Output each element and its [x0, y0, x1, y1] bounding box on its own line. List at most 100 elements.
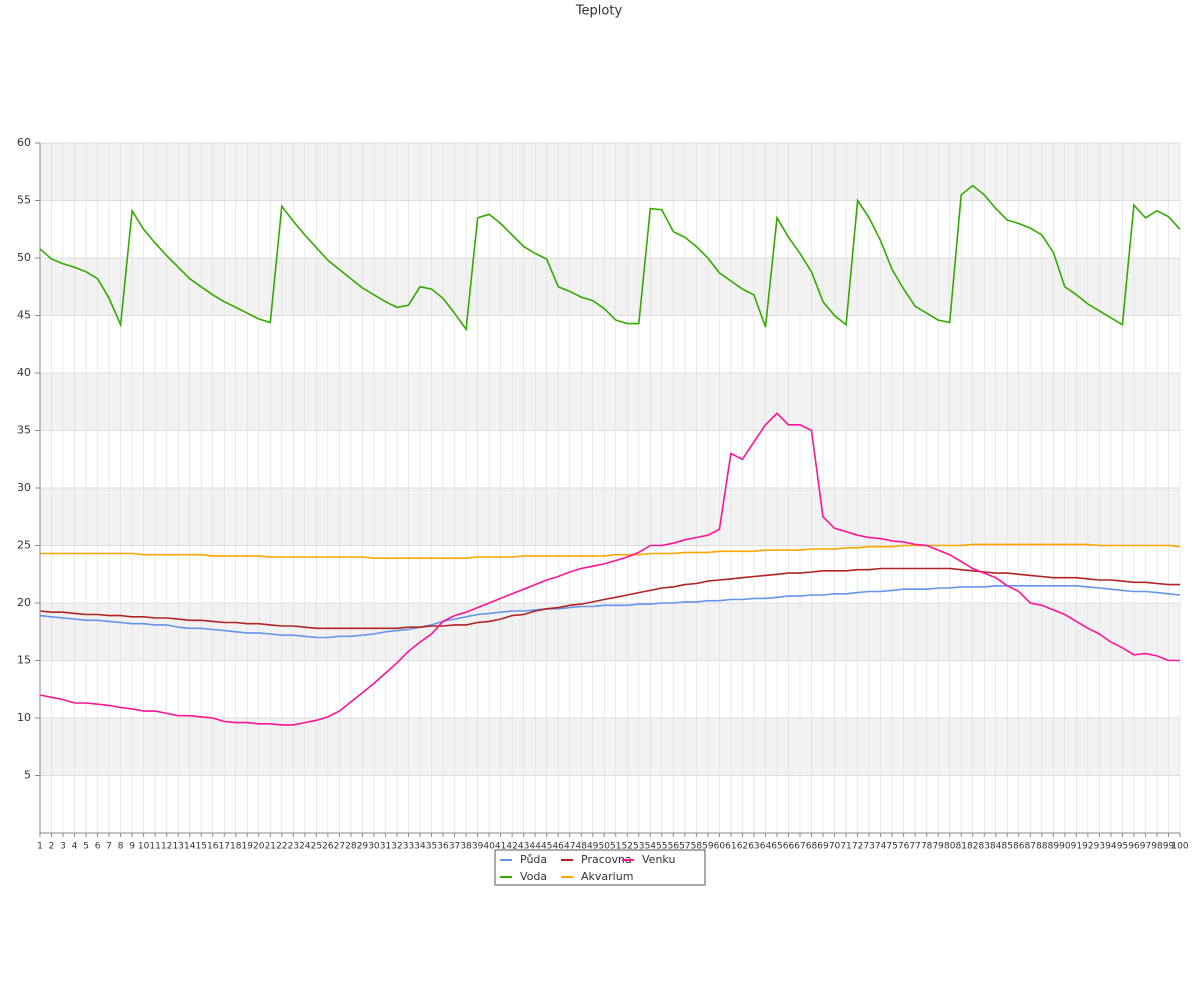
x-tick-label: 59 [702, 842, 714, 852]
x-tick-label: 55 [656, 842, 667, 852]
x-tick-label: 51 [610, 842, 621, 852]
x-tick-label: 66 [783, 842, 795, 852]
x-tick-label: 96 [1128, 842, 1140, 852]
x-tick-label: 84 [990, 842, 1002, 852]
x-tick-label: 3 [60, 842, 66, 852]
x-tick-label: 39 [472, 842, 484, 852]
x-tick-label: 11 [149, 842, 160, 852]
x-tick-label: 18 [230, 842, 242, 852]
x-tick-label: 57 [679, 842, 690, 852]
x-tick-label: 21 [265, 842, 276, 852]
x-tick-label: 14 [184, 842, 196, 852]
x-tick-label: 90 [1059, 842, 1071, 852]
x-tick-label: 94 [1105, 842, 1117, 852]
x-tick-label: 87 [1025, 842, 1036, 852]
x-tick-label: 47 [564, 842, 575, 852]
x-tick-label: 4 [72, 842, 78, 852]
x-tick-label: 10 [138, 842, 150, 852]
legend-label: Voda [520, 870, 547, 883]
x-tick-label: 71 [840, 842, 851, 852]
y-tick-label: 40 [17, 366, 31, 379]
grid-band [40, 373, 1180, 431]
x-tick-label: 99 [1163, 842, 1175, 852]
x-tick-label: 13 [172, 842, 183, 852]
series-line [39, 412, 1180, 726]
x-tick-label: 79 [932, 842, 944, 852]
y-tick-label: 55 [17, 194, 31, 207]
series-line [39, 567, 1180, 630]
legend-label: Venku [642, 853, 675, 866]
x-tick-label: 80 [944, 842, 956, 852]
x-tick-label: 1 [37, 842, 43, 852]
x-tick-label: 43 [518, 842, 529, 852]
series-line [39, 184, 1181, 332]
x-tick-label: 12 [161, 842, 172, 852]
y-tick-label: 45 [17, 309, 31, 322]
x-tick-label: 34 [414, 842, 426, 852]
x-tick-label: 93 [1094, 842, 1105, 852]
x-tick-label: 91 [1071, 842, 1082, 852]
x-tick-label: 63 [748, 842, 759, 852]
x-tick-label: 37 [449, 842, 460, 852]
x-tick-label: 81 [955, 842, 966, 852]
x-tick-label: 69 [817, 842, 829, 852]
x-tick-label: 62 [737, 842, 748, 852]
x-tick-label: 98 [1151, 842, 1163, 852]
x-tick-label: 49 [587, 842, 599, 852]
x-tick-label: 41 [495, 842, 506, 852]
x-tick-label: 92 [1082, 842, 1093, 852]
x-tick-label: 95 [1117, 842, 1128, 852]
x-tick-label: 45 [541, 842, 552, 852]
x-tick-label: 7 [106, 842, 112, 852]
x-tick-label: 86 [1013, 842, 1025, 852]
x-tick-label: 30 [368, 842, 380, 852]
x-tick-label: 24 [299, 842, 311, 852]
x-tick-label: 46 [552, 842, 564, 852]
x-tick-label: 73 [863, 842, 874, 852]
x-tick-label: 42 [506, 842, 517, 852]
y-tick-label: 30 [17, 481, 31, 494]
x-tick-label: 6 [95, 842, 101, 852]
x-tick-label: 8 [118, 842, 124, 852]
grid-band [40, 258, 1180, 316]
x-tick-label: 23 [288, 842, 299, 852]
y-tick-label: 5 [24, 769, 31, 782]
x-tick-label: 100 [1171, 842, 1188, 852]
x-tick-label: 48 [575, 842, 587, 852]
x-tick-label: 33 [403, 842, 414, 852]
series-line [39, 585, 1181, 639]
y-tick-label: 60 [17, 136, 31, 149]
y-tick-label: 35 [17, 424, 31, 437]
x-tick-label: 31 [380, 842, 391, 852]
x-tick-label: 22 [276, 842, 287, 852]
y-tick-label: 15 [17, 654, 31, 667]
x-tick-label: 75 [886, 842, 897, 852]
x-tick-label: 17 [219, 842, 230, 852]
x-tick-label: 20 [253, 842, 265, 852]
x-tick-label: 53 [633, 842, 644, 852]
legend-label: Půda [520, 853, 547, 866]
x-tick-label: 44 [529, 842, 541, 852]
x-tick-label: 9 [129, 842, 135, 852]
x-tick-label: 74 [875, 842, 887, 852]
y-tick-label: 10 [17, 711, 31, 724]
legend [494, 849, 706, 886]
x-tick-label: 27 [334, 842, 345, 852]
x-tick-label: 85 [1002, 842, 1013, 852]
x-tick-label: 97 [1140, 842, 1151, 852]
chart-title: Teploty [575, 4, 623, 19]
grid-band [40, 488, 1180, 546]
x-tick-label: 78 [921, 842, 933, 852]
x-tick-label: 19 [242, 842, 254, 852]
x-tick-label: 36 [437, 842, 449, 852]
legend-label: Akvarium [581, 870, 633, 883]
x-tick-label: 2 [49, 842, 55, 852]
grid-band [40, 603, 1180, 661]
x-tick-label: 5 [83, 842, 89, 852]
x-tick-label: 52 [622, 842, 633, 852]
x-tick-label: 26 [322, 842, 334, 852]
x-tick-label: 83 [979, 842, 990, 852]
x-tick-label: 67 [794, 842, 805, 852]
y-tick-label: 50 [17, 251, 31, 264]
